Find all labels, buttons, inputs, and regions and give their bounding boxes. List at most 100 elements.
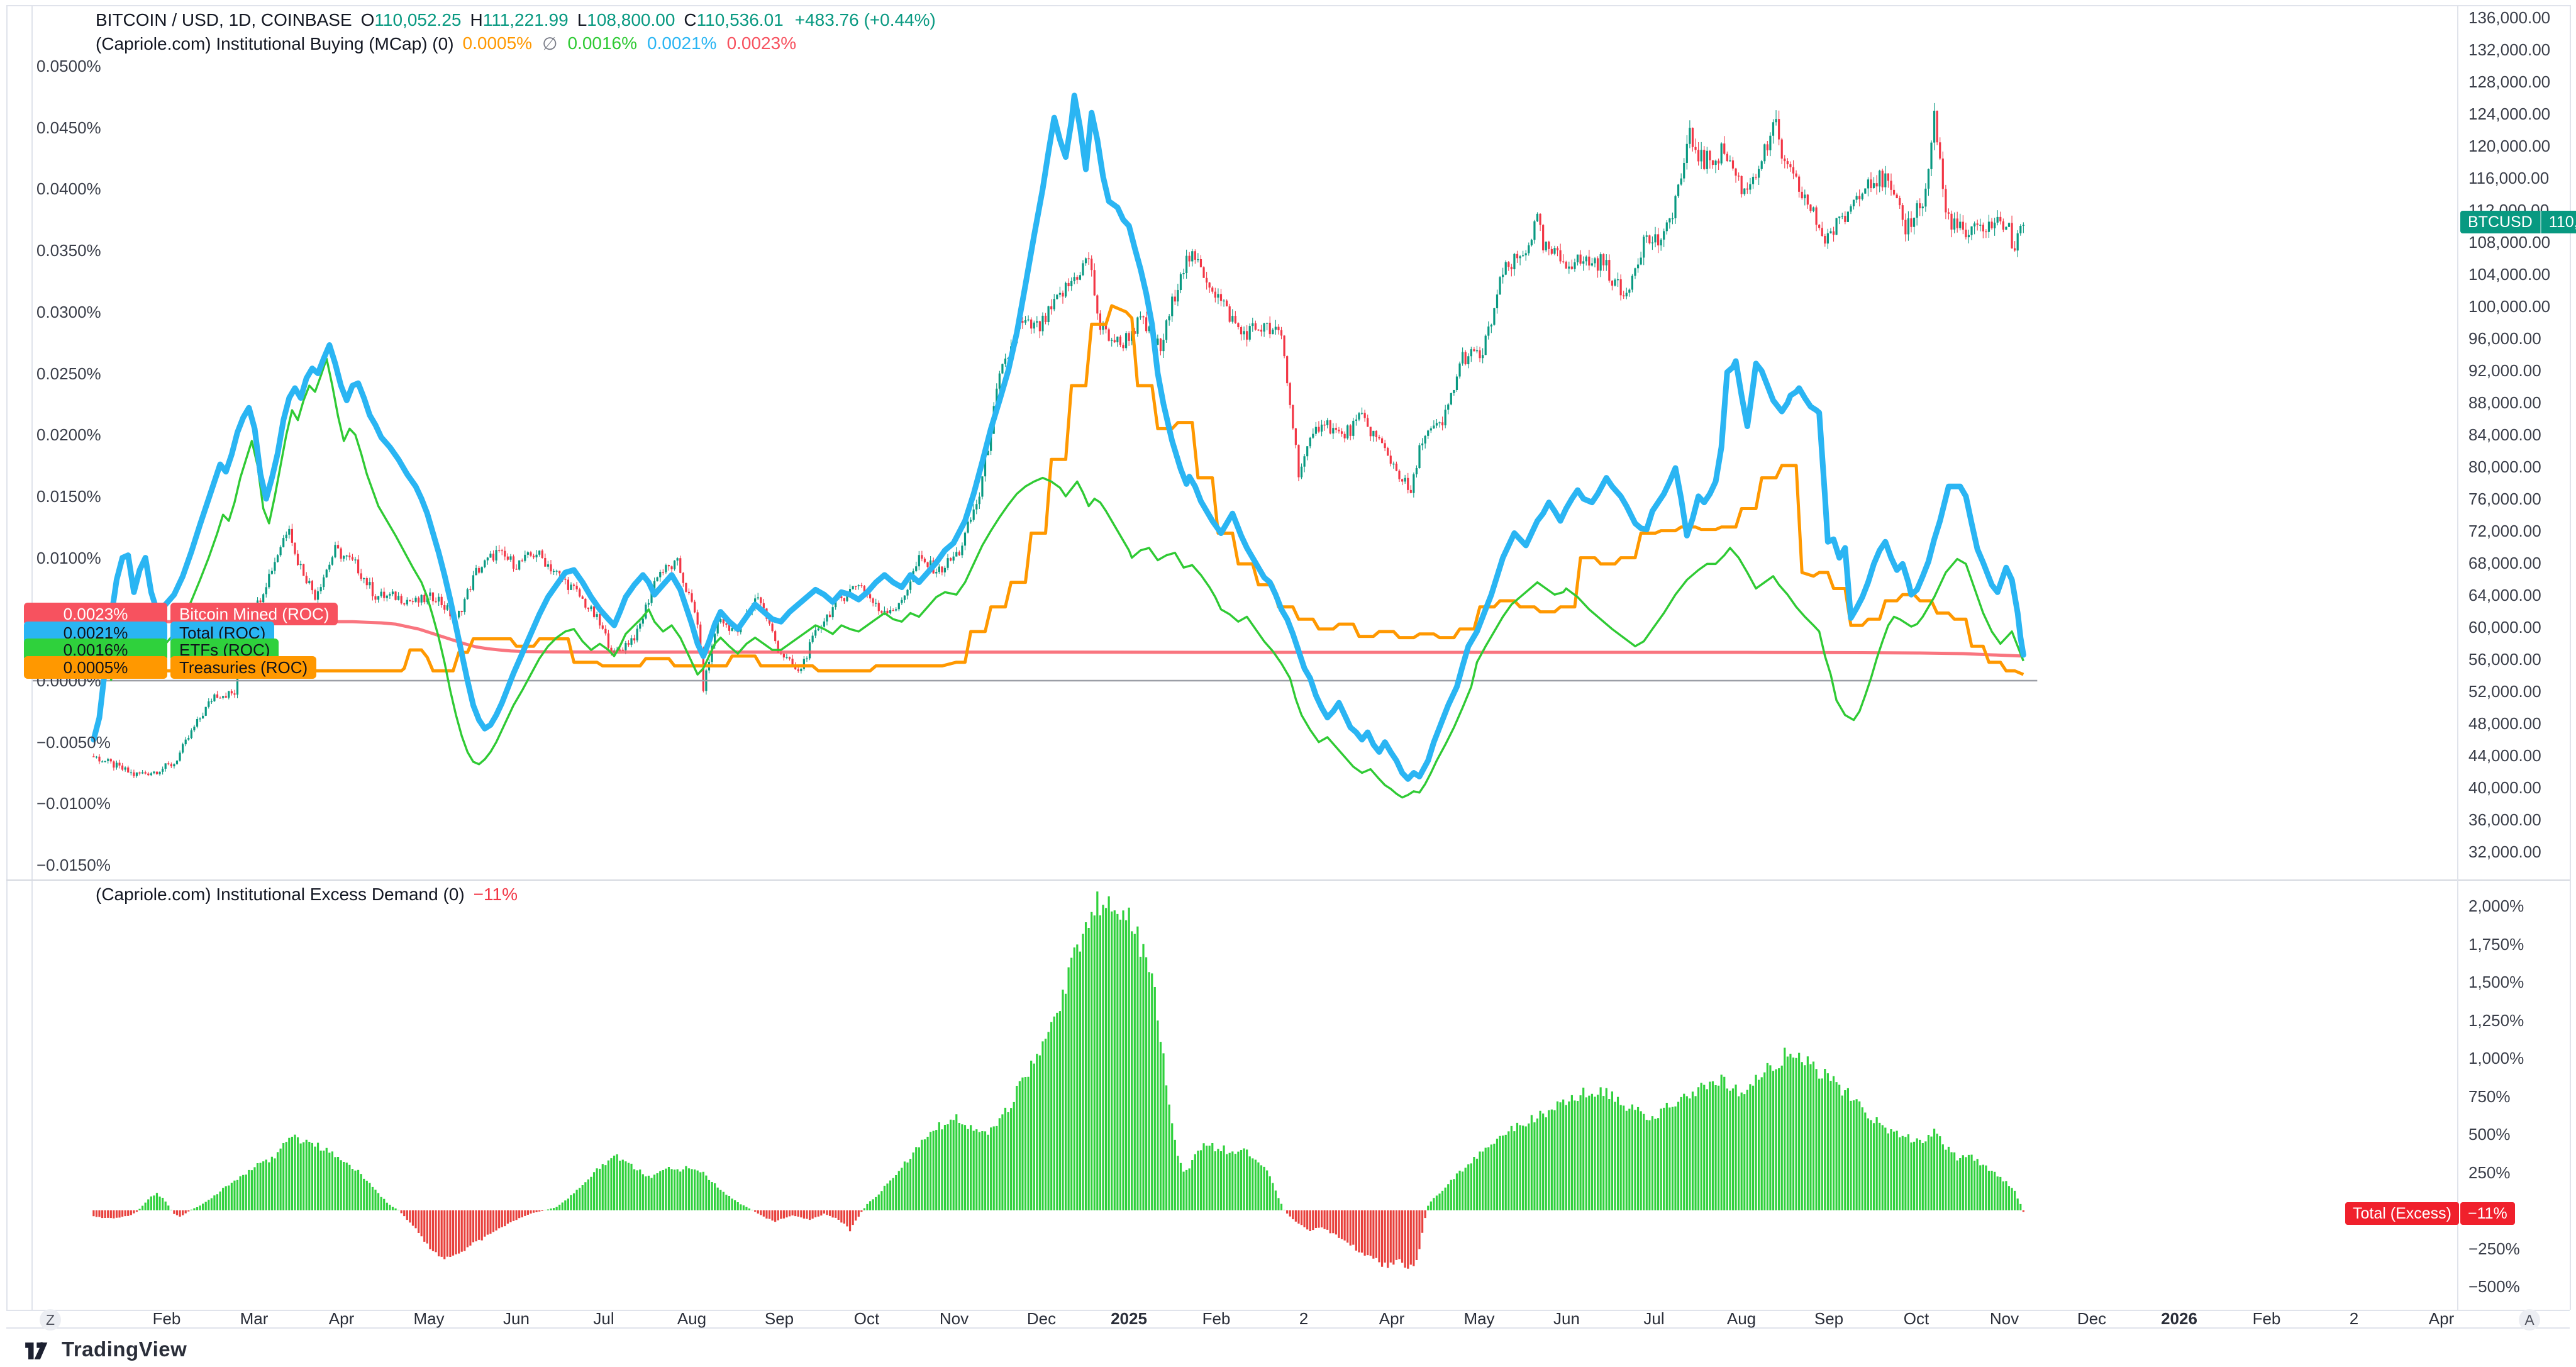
hist-axis-label: 1,500% (2468, 973, 2524, 991)
hist-axis-label: 2,000% (2468, 896, 2524, 915)
indicator-values: 0.0005% ∅ 0.0016% 0.0021% 0.0023% (463, 33, 797, 54)
etfs-roc-line[interactable] (109, 357, 2024, 799)
right-axis-label: 128,000.00 (2468, 72, 2551, 91)
last-price-value: 110,536.01 (2548, 213, 2576, 231)
symbol-title[interactable]: BITCOIN / USD, 1D, COINBASE (96, 10, 352, 30)
indicator-value: 0.0005% (462, 33, 533, 53)
total-roc-line[interactable] (91, 92, 2026, 782)
left-axis-label: 0.0500% (36, 57, 101, 75)
series-value-chip[interactable]: 0.0005% (24, 656, 167, 679)
hist-axis-label: −500% (2468, 1277, 2520, 1296)
time-axis-label: Aug (1726, 1309, 1757, 1328)
time-axis-label: Feb (152, 1309, 181, 1328)
right-axis-label: 96,000.00 (2468, 329, 2541, 348)
time-axis-label: Apr (1379, 1309, 1405, 1328)
left-axis-label: 0.0400% (36, 179, 101, 199)
ohlc-open: O110,052.25 (360, 10, 462, 30)
ohlc-close: C110,536.01 (684, 10, 784, 30)
time-axis-label: Mar (240, 1309, 269, 1328)
hist-axis-label: 250% (2468, 1163, 2511, 1182)
right-axis-label: 72,000.00 (2468, 522, 2541, 540)
left-axis-label: 0.0100% (36, 548, 101, 567)
time-axis-label: Oct (1903, 1309, 1929, 1328)
hist-axis-label: 1,000% (2468, 1049, 2524, 1068)
excess-demand-bars-negative (92, 1210, 2024, 1269)
right-axis-label: 136,000.00 (2468, 8, 2551, 27)
indicator-value: 0.0016% (567, 33, 638, 53)
last-price-symbol: BTCUSD (2468, 213, 2533, 231)
right-axis-label: 52,000.00 (2468, 682, 2541, 701)
right-axis-label: 88,000.00 (2468, 393, 2541, 412)
right-axis-label: 36,000.00 (2468, 810, 2541, 829)
right-axis-label: 92,000.00 (2468, 361, 2541, 380)
frame-right-line (2570, 5, 2571, 1310)
zoom-out-hint-button[interactable]: Z (40, 1309, 61, 1331)
excess-value-badge[interactable]: −11% (2460, 1202, 2515, 1225)
right-axis-label: 104,000.00 (2468, 265, 2551, 284)
time-axis-label: Nov (1989, 1309, 2019, 1328)
right-axis-label: 116,000.00 (2468, 169, 2550, 187)
time-axis-label: Apr (2428, 1309, 2455, 1328)
excess-demand-bars-positive (138, 891, 2022, 1210)
tradingview-logo-text: TradingView (62, 1337, 187, 1361)
left-axis-label: −0.0150% (36, 856, 111, 875)
time-axis-label: Jun (1553, 1309, 1580, 1328)
main-series-header: BITCOIN / USD, 1D, COINBASE O110,052.25 … (96, 10, 936, 30)
treasuries-roc-line[interactable] (93, 304, 2024, 676)
candle-bodies-down (92, 110, 2016, 776)
right-axis-label: 80,000.00 (2468, 457, 2541, 476)
time-axis-label: Oct (853, 1309, 880, 1328)
hist-axis-label: 1,750% (2468, 934, 2524, 954)
right-axis-label: 132,000.00 (2468, 40, 2551, 59)
right-axis-label: 32,000.00 (2468, 842, 2541, 861)
time-axis-label: Dec (1026, 1309, 1057, 1328)
price-change: +483.76 (+0.44%) (794, 10, 936, 30)
candle-wicks-down (93, 110, 2016, 778)
hist-axis-label: 1,250% (2468, 1010, 2524, 1030)
badge-divider (2540, 211, 2541, 233)
ohlc-low: L108,800.00 (577, 10, 675, 30)
left-axis-label: 0.0250% (36, 364, 101, 383)
time-axis-label: Jul (593, 1309, 614, 1328)
time-axis-label: May (413, 1309, 445, 1328)
pane-separator[interactable] (6, 879, 2570, 881)
excess-demand-title[interactable]: (Capriole.com) Institutional Excess Dema… (96, 884, 465, 904)
time-axis-label: Jun (503, 1309, 530, 1328)
left-axis-label: 0.0350% (36, 241, 101, 260)
indicator-header: (Capriole.com) Institutional Buying (MCa… (96, 33, 796, 54)
time-axis-separator (6, 1310, 2570, 1311)
tradingview-logo-icon (25, 1342, 48, 1359)
tradingview-logo[interactable]: TradingView (25, 1337, 187, 1361)
right-axis-label: 84,000.00 (2468, 425, 2541, 444)
right-axis-label: 76,000.00 (2468, 489, 2541, 508)
last-price-badge[interactable]: BTCUSD 110,536.01 (2460, 211, 2576, 233)
indicator-value: 0.0023% (726, 33, 797, 53)
right-axis-label: 44,000.00 (2468, 746, 2541, 765)
time-axis-label: May (1463, 1309, 1495, 1328)
right-axis-label: 48,000.00 (2468, 714, 2541, 733)
time-axis-label: 2025 (1111, 1309, 1147, 1328)
auto-scale-hint-button[interactable]: A (2519, 1309, 2540, 1331)
left-axis-label: −0.0100% (36, 794, 111, 813)
time-axis-label: Feb (1202, 1309, 1231, 1328)
right-axis-label: 60,000.00 (2468, 618, 2541, 637)
indicator-value: ∅ (542, 34, 558, 53)
time-axis-label: Dec (2077, 1309, 2107, 1328)
left-axis-label: 0.0200% (36, 425, 101, 445)
series-name-chip[interactable]: Treasuries (ROC) (170, 656, 317, 679)
right-axis-label: 108,000.00 (2468, 233, 2551, 252)
hist-axis-label: 750% (2468, 1086, 2511, 1106)
bitcoin-mined-roc-line[interactable] (93, 620, 2024, 658)
right-axis-label: 64,000.00 (2468, 586, 2541, 605)
right-axis-label: 56,000.00 (2468, 650, 2541, 669)
hist-axis-label: 500% (2468, 1125, 2511, 1144)
right-scale-separator[interactable] (2457, 5, 2458, 1310)
right-axis-label: 100,000.00 (2468, 297, 2551, 316)
left-axis-label: 0.0300% (36, 302, 101, 321)
indicator-title[interactable]: (Capriole.com) Institutional Buying (MCa… (96, 33, 454, 53)
time-axis-label: Feb (2252, 1309, 2281, 1328)
time-axis-label: Sep (764, 1309, 794, 1328)
frame-top-line (6, 5, 2571, 6)
time-axis-label: 2 (2349, 1309, 2359, 1328)
